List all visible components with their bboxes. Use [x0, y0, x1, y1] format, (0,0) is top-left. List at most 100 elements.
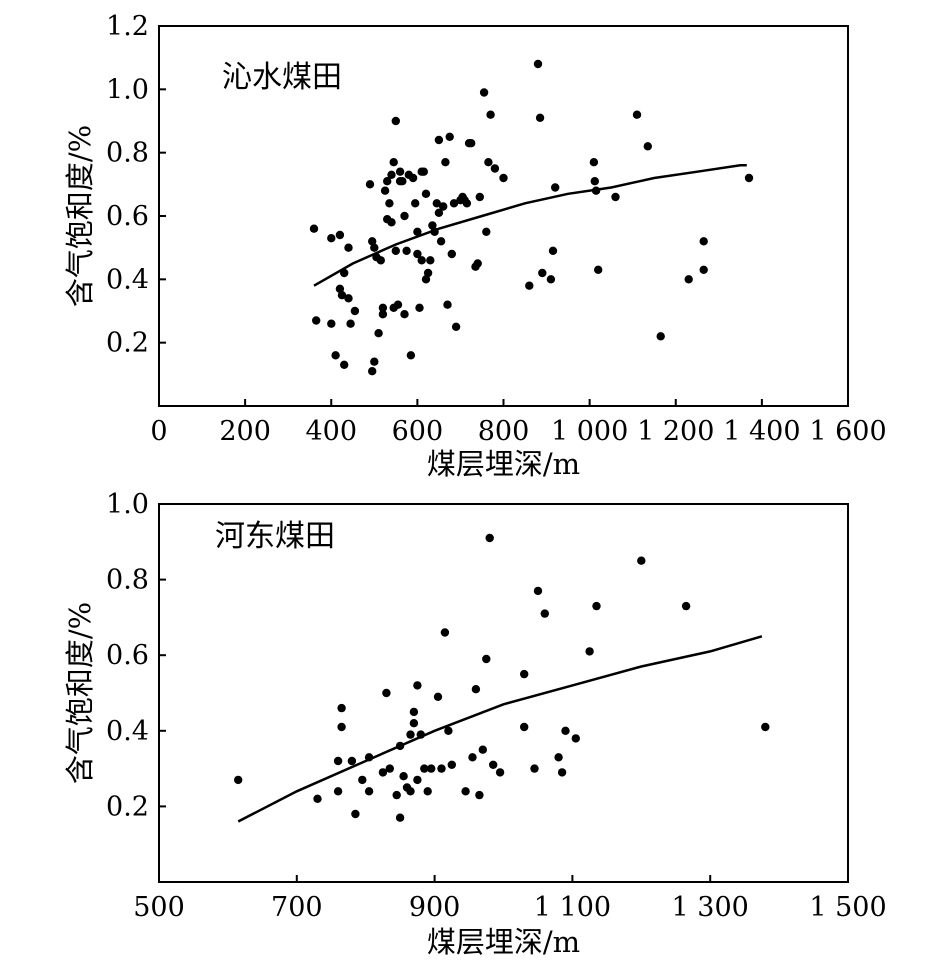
- data-point: [530, 764, 539, 773]
- panel-qinshui: 0 200 400 600 800 1 000 1 200 1 400 1 600 0.2 0.4 0…: [63, 11, 887, 481]
- data-point: [426, 256, 435, 265]
- panel-label: 沁水煤田: [222, 60, 342, 95]
- x-tick-label: 900: [409, 892, 461, 923]
- data-point: [392, 790, 401, 800]
- data-point: [744, 173, 754, 183]
- x-tick-label: 400: [305, 416, 357, 447]
- data-point: [499, 173, 508, 183]
- data-point: [358, 775, 367, 785]
- data-point: [406, 730, 415, 739]
- y-tick-label: 1.2: [106, 11, 149, 42]
- data-point: [447, 249, 456, 259]
- data-point: [399, 772, 408, 781]
- data-point: [368, 367, 377, 376]
- data-point: [462, 199, 472, 208]
- data-point: [413, 681, 422, 690]
- data-point: [443, 300, 452, 309]
- data-point: [637, 556, 646, 565]
- data-point: [409, 707, 419, 717]
- data-point: [309, 224, 319, 233]
- x-tick-label: 1 300: [672, 892, 749, 923]
- data-point: [533, 586, 543, 596]
- data-point: [333, 756, 343, 766]
- data-point: [468, 753, 477, 762]
- data-point: [439, 202, 448, 211]
- data-point: [395, 813, 405, 822]
- data-point: [592, 601, 601, 611]
- x-tick-label: 1 000: [551, 416, 628, 447]
- data-point: [344, 294, 353, 303]
- data-point: [551, 183, 560, 192]
- data-point: [473, 259, 482, 268]
- fit-curve: [313, 164, 747, 287]
- x-tick-label: 1 500: [809, 892, 886, 923]
- data-point: [351, 809, 360, 819]
- x-tick-label: 200: [219, 416, 271, 447]
- data-point: [632, 110, 642, 119]
- data-point: [370, 357, 379, 366]
- y-tick-label: 0.6: [106, 640, 149, 671]
- data-point: [585, 647, 594, 656]
- data-point: [340, 360, 349, 369]
- data-point: [589, 158, 599, 167]
- data-point: [420, 764, 429, 773]
- y-tick-label: 0.2: [106, 328, 149, 359]
- data-point: [437, 764, 446, 773]
- data-point: [482, 654, 491, 664]
- y-tick-label: 0.4: [106, 716, 149, 747]
- x-tick-label: 1 100: [534, 892, 611, 923]
- data-point: [385, 199, 394, 208]
- data-point: [398, 177, 407, 186]
- y-tick-label: 0.4: [106, 264, 149, 295]
- y-axis-label: 含气饱和度/%: [63, 125, 97, 307]
- data-point: [436, 237, 446, 246]
- data-point: [331, 351, 340, 360]
- data-point: [643, 142, 652, 151]
- data-point: [535, 113, 545, 123]
- data-point: [525, 281, 534, 290]
- data-point: [378, 768, 388, 777]
- data-point: [376, 256, 385, 265]
- data-point: [411, 199, 420, 208]
- data-point: [684, 275, 693, 284]
- panel-label: 河东煤田: [215, 519, 335, 554]
- x-tick-label: 1 200: [637, 416, 714, 447]
- data-point: [400, 211, 409, 221]
- data-point: [364, 787, 374, 796]
- data-point: [374, 329, 383, 338]
- data-point: [611, 192, 620, 202]
- data-point: [681, 601, 691, 611]
- data-point: [337, 722, 346, 732]
- data-point: [520, 669, 529, 679]
- data-point: [383, 177, 392, 186]
- data-point: [419, 167, 428, 176]
- y-tick-label: 0.2: [106, 791, 149, 822]
- data-point: [489, 760, 498, 769]
- data-point: [434, 135, 444, 145]
- data-point: [440, 628, 450, 637]
- y-tick-label: 0.8: [106, 138, 149, 169]
- data-point: [533, 59, 543, 69]
- data-point: [378, 303, 388, 312]
- data-point: [451, 322, 461, 331]
- data-point: [590, 177, 599, 186]
- data-point: [391, 116, 400, 126]
- data-point: [378, 310, 388, 319]
- data-point: [444, 726, 453, 735]
- data-point: [382, 688, 391, 698]
- data-point: [548, 246, 558, 255]
- y-tick-label: 0.6: [106, 201, 149, 232]
- data-point: [482, 227, 491, 236]
- y-tick-label: 1.0: [106, 489, 149, 520]
- data-point: [486, 110, 495, 119]
- data-point: [402, 246, 411, 255]
- data-point: [699, 237, 708, 246]
- data-point: [467, 139, 476, 148]
- data-point: [413, 775, 422, 785]
- data-point: [479, 88, 489, 97]
- data-point: [538, 268, 547, 278]
- data-point: [395, 167, 405, 176]
- data-point: [406, 787, 415, 796]
- data-point: [475, 790, 484, 800]
